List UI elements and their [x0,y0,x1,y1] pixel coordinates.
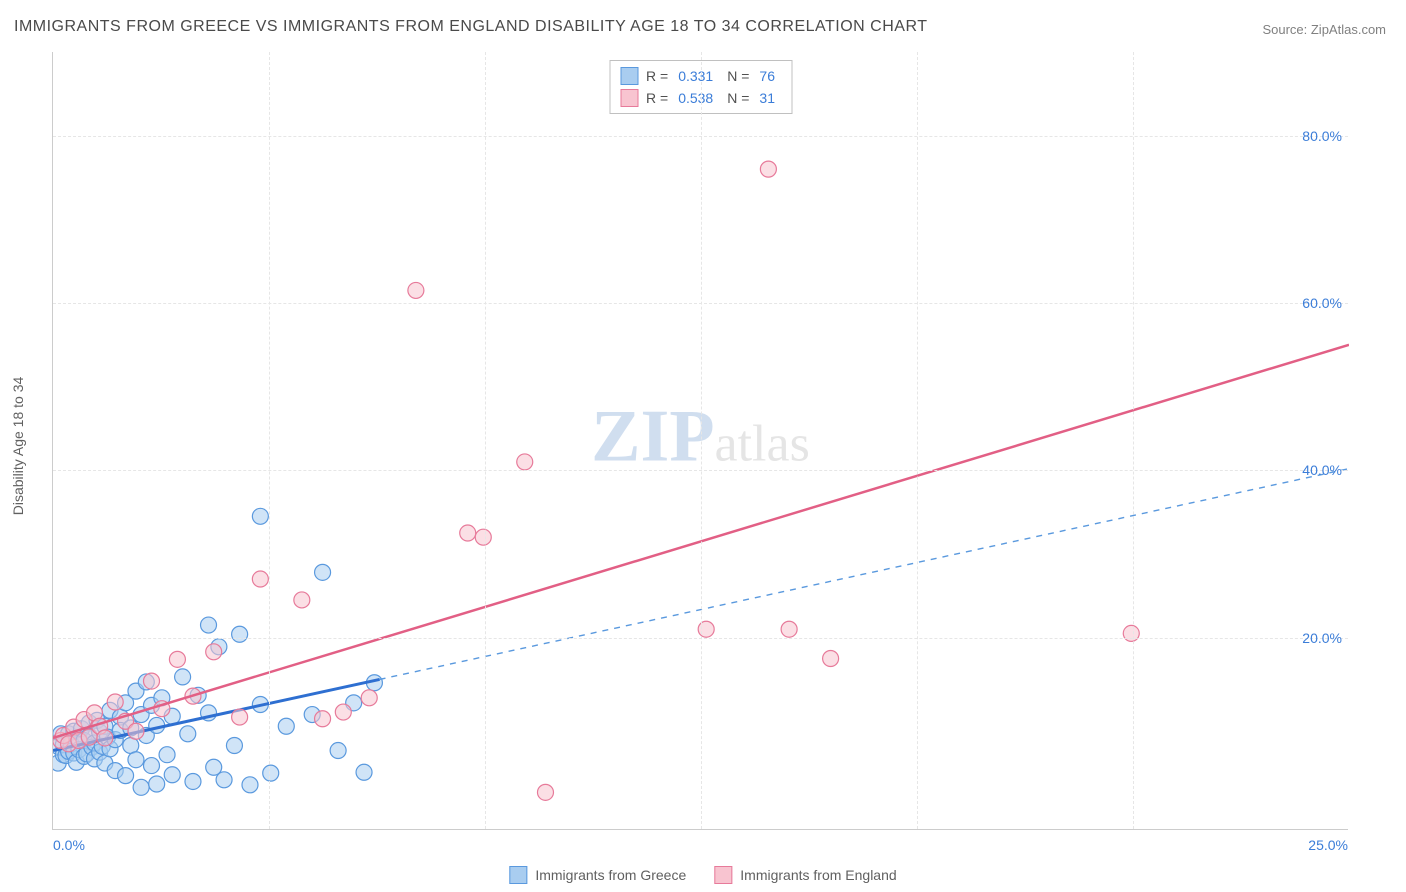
data-point [408,282,424,298]
gridline-v [485,52,486,829]
swatch-greece [509,866,527,884]
data-point [537,784,553,800]
y-tick-label: 80.0% [1302,128,1342,144]
y-axis-label: Disability Age 18 to 34 [10,377,26,516]
data-point [133,779,149,795]
x-tick-label: 0.0% [53,837,85,853]
data-point [97,730,113,746]
source-attribution: Source: ZipAtlas.com [1262,22,1386,37]
data-point [361,690,377,706]
data-point [232,709,248,725]
data-point [356,764,372,780]
data-point [1123,625,1139,641]
gridline-v [269,52,270,829]
data-point [175,669,191,685]
data-point [242,777,258,793]
data-point [517,454,533,470]
n-label: N = [727,68,749,84]
r-value-greece: 0.331 [676,68,719,84]
data-point [143,673,159,689]
gridline-v [917,52,918,829]
data-point [159,747,175,763]
data-point [760,161,776,177]
data-point [781,621,797,637]
data-point [823,651,839,667]
swatch-england [620,89,638,107]
data-point [294,592,310,608]
y-tick-label: 60.0% [1302,295,1342,311]
data-point [143,758,159,774]
data-point [164,767,180,783]
data-point [216,772,232,788]
data-point [169,651,185,667]
data-point [278,718,294,734]
data-point [180,726,196,742]
legend-item-greece: Immigrants from Greece [509,866,686,884]
data-point [128,752,144,768]
data-point [315,564,331,580]
series-label-greece: Immigrants from Greece [535,867,686,883]
r-value-england: 0.538 [676,90,719,106]
series-legend: Immigrants from Greece Immigrants from E… [509,866,896,884]
x-tick-label: 25.0% [1308,837,1348,853]
data-point [460,525,476,541]
n-value-england: 31 [757,90,781,106]
data-point [201,617,217,633]
data-point [315,711,331,727]
data-point [226,738,242,754]
data-point [232,626,248,642]
gridline-v [1133,52,1134,829]
n-label: N = [727,90,749,106]
swatch-england [714,866,732,884]
data-point [252,508,268,524]
y-tick-label: 40.0% [1302,462,1342,478]
data-point [206,644,222,660]
data-point [123,738,139,754]
data-point [263,765,279,781]
data-point [149,776,165,792]
series-label-england: Immigrants from England [740,867,896,883]
data-point [330,743,346,759]
data-point [185,773,201,789]
y-tick-label: 20.0% [1302,630,1342,646]
trend-line-extrapolated [380,469,1349,680]
data-point [107,694,123,710]
chart-title: IMMIGRANTS FROM GREECE VS IMMIGRANTS FRO… [14,18,928,36]
swatch-greece [620,67,638,85]
chart-container: IMMIGRANTS FROM GREECE VS IMMIGRANTS FRO… [0,0,1406,892]
r-label: R = [646,68,668,84]
data-point [252,571,268,587]
plot-area: ZIPatlas R = 0.331 N = 76 R = 0.538 N = … [52,52,1348,830]
data-point [118,768,134,784]
data-point [335,704,351,720]
n-value-greece: 76 [757,68,781,84]
data-point [128,723,144,739]
gridline-v [701,52,702,829]
data-point [475,529,491,545]
r-label: R = [646,90,668,106]
legend-item-england: Immigrants from England [714,866,896,884]
